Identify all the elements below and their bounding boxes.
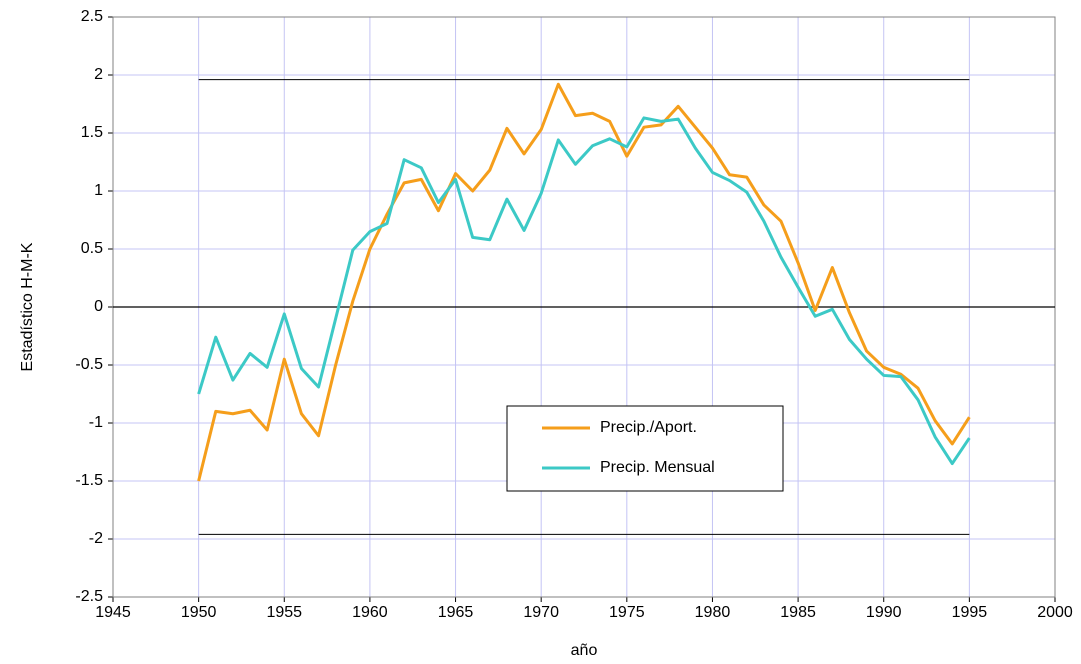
y-tick-label: -1.5 — [75, 472, 103, 489]
y-tick-label: -2 — [89, 530, 103, 547]
x-tick-label: 1955 — [266, 604, 302, 621]
y-tick-label: -2.5 — [75, 588, 103, 605]
x-tick-label: 1950 — [181, 604, 217, 621]
legend-box — [506, 405, 784, 492]
series-line — [197, 82, 971, 482]
legend-label: Precip./Aport. — [600, 419, 697, 436]
legend: Precip./Aport. Precip. Mensual — [506, 405, 784, 492]
x-tick-label: 1990 — [866, 604, 902, 621]
x-tick-label: 1985 — [780, 604, 816, 621]
x-tick-label: 1980 — [695, 604, 731, 621]
y-tick-label: -0.5 — [75, 356, 103, 373]
x-tick-label: 1945 — [95, 604, 131, 621]
x-tick-label: 1965 — [438, 604, 474, 621]
y-tick-label: 2 — [94, 66, 103, 83]
x-tick-label: 1995 — [952, 604, 988, 621]
x-axis-label: año — [571, 642, 598, 659]
x-tick-label: 1960 — [352, 604, 388, 621]
series-line — [197, 116, 971, 466]
y-tick-label: 1.5 — [81, 124, 103, 141]
y-tick-label: 2.5 — [81, 8, 103, 25]
y-tick-label: 1 — [94, 182, 103, 199]
x-tick-label: 1975 — [609, 604, 645, 621]
y-tick-label: -1 — [89, 414, 103, 431]
legend-label: Precip. Mensual — [600, 459, 715, 476]
y-tick-label: 0.5 — [81, 240, 103, 257]
x-tick-label: 1970 — [523, 604, 559, 621]
y-tick-label: 0 — [94, 298, 103, 315]
y-axis-label: Estadístico H-M-K — [19, 242, 36, 371]
x-tick-label: 2000 — [1037, 604, 1073, 621]
